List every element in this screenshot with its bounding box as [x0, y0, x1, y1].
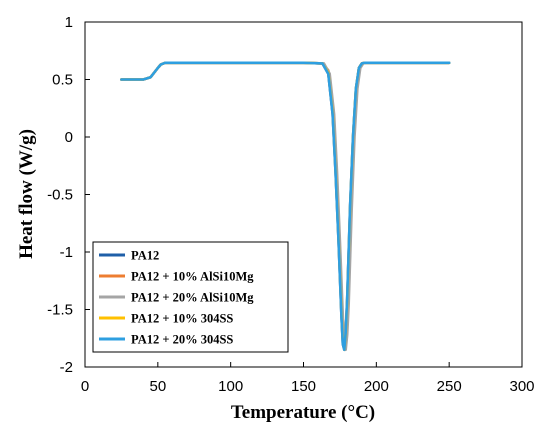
x-tick-label: 300: [509, 378, 534, 395]
x-axis-title: Temperature (°C): [231, 402, 375, 423]
y-tick-label: 0.5: [52, 72, 73, 89]
legend-label: PA12: [131, 249, 159, 263]
y-tick-label: -2: [60, 359, 73, 376]
legend: PA12 PA12 + 10% AlSi10Mg PA12 + 20% AlSi10…: [92, 241, 289, 353]
y-tick-label: 0: [65, 129, 73, 146]
y-tick-label: -1.5: [47, 302, 73, 319]
x-tick-label: 100: [218, 378, 243, 395]
y-tick-label: -1: [60, 244, 73, 261]
legend-label: PA12 + 10% 304SS: [131, 312, 233, 326]
legend-label: PA12 + 20% AlSi10Mg: [131, 291, 254, 305]
x-tick-label: 250: [437, 378, 462, 395]
x-tick-label: 200: [364, 378, 389, 395]
x-axis-ticks: 0 50 100 150 200 250 300: [81, 362, 535, 395]
x-tick-label: 150: [291, 378, 316, 395]
legend-label: PA12 + 10% AlSi10Mg: [131, 270, 254, 284]
x-tick-label: 0: [81, 378, 89, 395]
legend-box: [92, 241, 289, 353]
y-tick-label: -0.5: [47, 187, 73, 204]
y-axis-ticks: 1 0.5 0 -0.5 -1 -1.5 -2: [47, 14, 90, 376]
y-tick-label: 1: [65, 14, 73, 31]
series-line-4: [120, 61, 451, 352]
legend-label: PA12 + 20% 304SS: [131, 333, 233, 347]
series-lines: [120, 61, 451, 352]
x-tick-label: 50: [149, 378, 166, 395]
y-axis-title: Heat flow (W/g): [16, 129, 37, 259]
